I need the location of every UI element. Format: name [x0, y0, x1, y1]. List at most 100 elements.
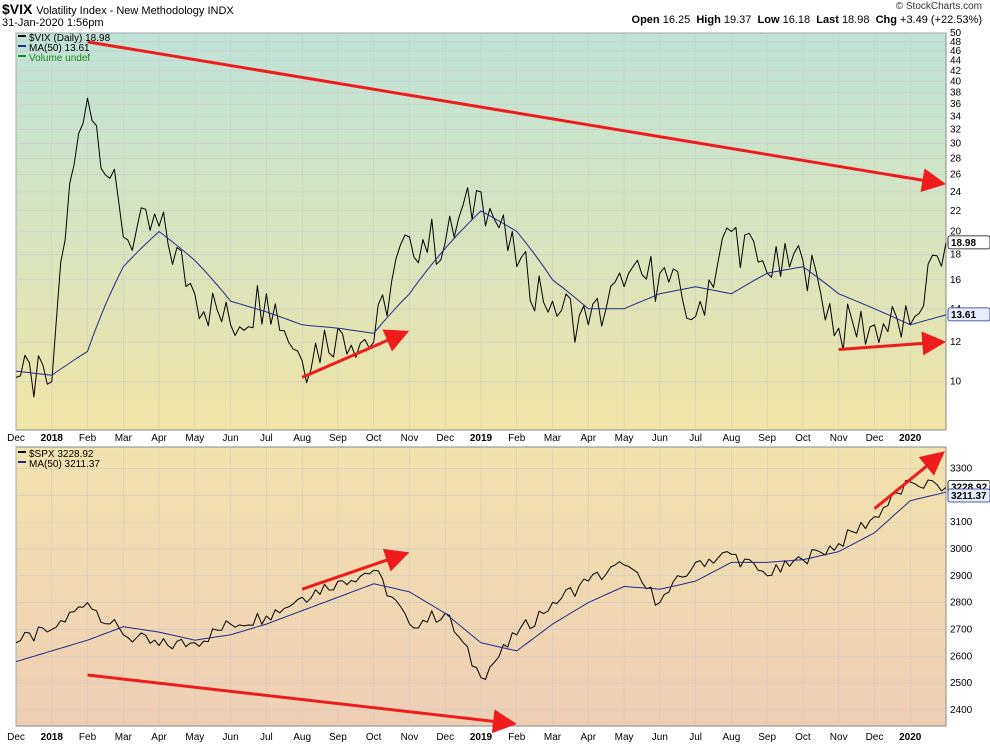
vix-y-tick-label: 44 [950, 56, 962, 67]
vix-x-tick-label: Dec [436, 433, 454, 444]
vix-y-tick-label: 28 [950, 154, 962, 165]
low-value: 16.18 [782, 14, 811, 26]
vix-x-tick-label: 2018 [41, 433, 64, 444]
chg-label: Chg [875, 14, 897, 26]
vix-y-tick-label: 10 [950, 377, 962, 388]
spx-x-tick-label: Dec [436, 732, 454, 743]
chart-datetime: 31-Jan-2020 1:56pm [2, 17, 104, 29]
chart-title: $VIX Volatility Index - New Methodology … [2, 1, 234, 17]
vix-y-tick-label: 12 [950, 337, 962, 348]
symbol-description: Volatility Index - New Methodology INDX [36, 5, 234, 17]
low-label: Low [757, 14, 780, 26]
spx-x-tick-label: Jun [223, 732, 239, 743]
vix-x-tick-label: Sep [329, 433, 347, 444]
vix-y-tick-label: 22 [950, 206, 962, 217]
spx-legend-swatch [18, 461, 26, 463]
spx-x-tick-label: Feb [508, 732, 526, 743]
vix-legend-swatch [18, 55, 26, 57]
vix-x-tick-label: Aug [293, 433, 311, 444]
vix-legend-entry: $VIX (Daily) 18.98 [29, 33, 111, 44]
spx-x-tick-label: 2018 [41, 732, 64, 743]
vix-x-tick-label: Jul [260, 433, 273, 444]
vix-y-tick-label: 46 [950, 46, 962, 57]
spx-x-tick-label: Aug [722, 732, 740, 743]
vix-legend-entry: Volume undef [29, 53, 90, 64]
spx-x-tick-label: Oct [366, 732, 382, 743]
spx-x-tick-label: Jun [652, 732, 668, 743]
spx-x-tick-label: Jul [689, 732, 702, 743]
open-label: Open [631, 14, 660, 26]
chg-value: +3.49 (+22.53%) [900, 14, 982, 26]
vix-y-tick-label: 18 [950, 249, 962, 260]
vix-x-tick-label: Oct [366, 433, 382, 444]
vix-x-tick-label: Jul [689, 433, 702, 444]
vix-x-tick-label: 2020 [899, 433, 922, 444]
vix-x-tick-label: Jun [223, 433, 239, 444]
vix-x-tick-label: Mar [115, 433, 133, 444]
last-label: Last [816, 14, 839, 26]
last-value: 18.98 [841, 14, 870, 26]
spx-x-tick-label: Oct [795, 732, 811, 743]
spx-x-tick-label: Sep [329, 732, 347, 743]
vix-y-tick-label: 36 [950, 99, 962, 110]
open-value: 16.25 [662, 14, 691, 26]
vix-x-tick-label: Apr [581, 433, 597, 444]
spx-last-value: 3228.92 [951, 483, 988, 494]
vix-y-tick-label: 20 [950, 227, 962, 238]
vix-y-tick-label: 38 [950, 87, 962, 98]
spx-x-tick-label: Apr [581, 732, 597, 743]
vix-legend-entry: MA(50) 13.61 [29, 43, 90, 54]
spx-y-tick-label: 2500 [950, 678, 973, 689]
vix-y-tick-label: 16 [950, 275, 962, 286]
vix-price-line [15, 97, 947, 398]
vix-x-tick-label: Nov [401, 433, 419, 444]
spx-trend-arrow [87, 673, 517, 734]
spx-x-tick-label: Dec [7, 732, 25, 743]
vix-ma50-line [15, 210, 947, 376]
spx-x-tick-label: Mar [544, 732, 562, 743]
vix-x-tick-label: Feb [508, 433, 526, 444]
vix-last-value: 18.98 [951, 238, 976, 249]
vix-y-tick-label: 30 [950, 139, 962, 150]
high-value: 19.37 [723, 14, 752, 26]
spx-x-tick-label: Dec [866, 732, 884, 743]
spx-x-tick-label: Nov [401, 732, 419, 743]
spx-x-tick-label: Apr [151, 732, 167, 743]
vix-trend-arrow [87, 40, 947, 193]
vix-x-tick-label: Nov [830, 433, 848, 444]
vix-y-tick-label: 32 [950, 125, 962, 136]
vix-x-tick-label: 2019 [470, 433, 493, 444]
vix-x-tick-label: May [615, 433, 634, 444]
spx-legend-swatch [18, 451, 26, 453]
spx-y-tick-label: 3000 [950, 544, 973, 555]
vix-y-tick-label: 26 [950, 170, 962, 181]
vix-x-tick-label: Sep [758, 433, 776, 444]
spx-ma-value: 3211.37 [951, 491, 987, 502]
vix-ma-value-badge [947, 307, 990, 322]
vix-x-tick-label: Oct [795, 433, 811, 444]
spx-x-tick-label: Sep [758, 732, 776, 743]
vix-x-tick-label: Dec [866, 433, 884, 444]
spx-price-line [15, 479, 947, 680]
spx-x-tick-label: Nov [830, 732, 848, 743]
chart-header: $VIX Volatility Index - New Methodology … [0, 0, 990, 32]
spx-x-tick-label: 2020 [899, 732, 922, 743]
spx-ma50-line [15, 491, 947, 663]
vix-x-tick-label: Aug [722, 433, 740, 444]
vix-ma-value: 13.61 [951, 310, 976, 321]
spx-x-tick-label: Feb [79, 732, 97, 743]
ohlc-readout: Open 16.25 High 19.37 Low 16.18 Last 18.… [632, 14, 982, 26]
spx-x-tick-label: May [615, 732, 634, 743]
spx-trend-arrow [301, 548, 410, 591]
spx-y-tick-label: 3100 [950, 517, 973, 528]
vix-trend-arrow [838, 331, 947, 356]
vix-y-tick-label: 34 [950, 112, 962, 123]
vix-last-value-badge [947, 235, 990, 250]
vix-legend-swatch [18, 35, 26, 37]
high-label: High [696, 14, 721, 26]
vix-x-tick-label: Dec [7, 433, 25, 444]
spx-y-tick-label: 2700 [950, 624, 973, 635]
vix-y-tick-label: 24 [950, 187, 962, 198]
spx-legend-entry: $SPX 3228.92 [29, 449, 94, 460]
